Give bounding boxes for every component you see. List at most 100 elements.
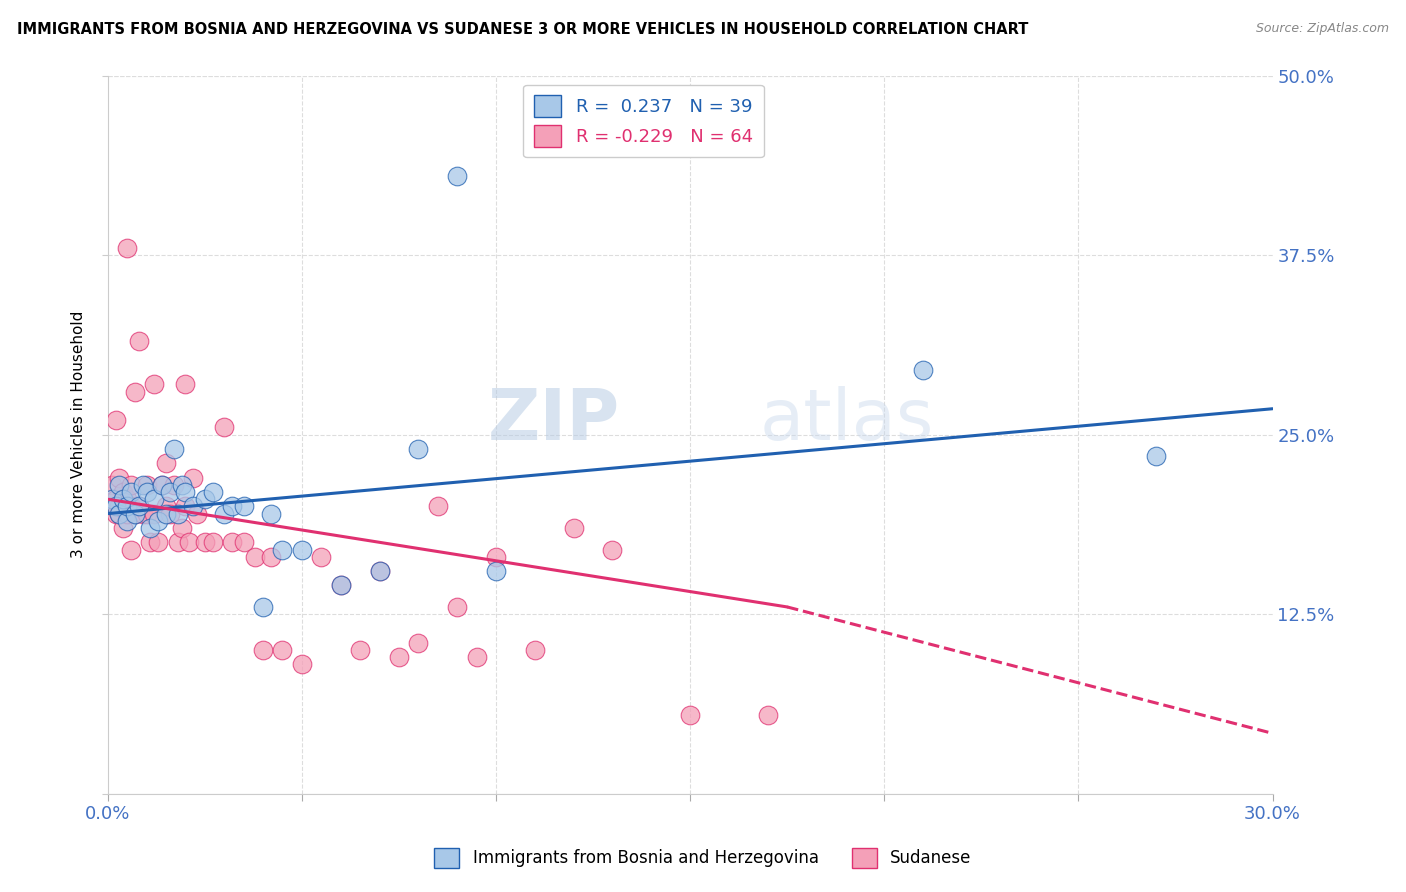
Point xyxy=(174,500,197,514)
Point xyxy=(602,542,624,557)
Point xyxy=(329,578,352,592)
Y-axis label: 3 or more Vehicles in Household: 3 or more Vehicles in Household xyxy=(72,311,86,558)
Point xyxy=(112,521,135,535)
Point xyxy=(124,384,146,399)
Point xyxy=(112,492,135,507)
Point xyxy=(128,500,150,514)
Point xyxy=(150,478,173,492)
Point xyxy=(194,535,217,549)
Point xyxy=(143,492,166,507)
Point xyxy=(124,507,146,521)
Point xyxy=(100,478,122,492)
Point xyxy=(179,535,201,549)
Point xyxy=(128,500,150,514)
Point xyxy=(100,492,122,507)
Point xyxy=(115,514,138,528)
Point xyxy=(349,643,371,657)
Point xyxy=(150,478,173,492)
Point xyxy=(912,363,935,377)
Point xyxy=(426,500,449,514)
Point xyxy=(408,442,430,456)
Point xyxy=(139,521,162,535)
Point xyxy=(115,241,138,255)
Point xyxy=(143,377,166,392)
Point xyxy=(446,169,468,183)
Point xyxy=(252,599,274,614)
Point xyxy=(291,542,314,557)
Point xyxy=(120,542,142,557)
Point xyxy=(446,599,468,614)
Point xyxy=(132,478,155,492)
Point xyxy=(562,521,585,535)
Point xyxy=(271,542,294,557)
Point xyxy=(170,521,193,535)
Point xyxy=(120,485,142,500)
Point xyxy=(124,507,146,521)
Point xyxy=(120,478,142,492)
Point xyxy=(155,507,177,521)
Point xyxy=(221,500,243,514)
Point xyxy=(163,442,186,456)
Point xyxy=(329,578,352,592)
Point xyxy=(112,485,135,500)
Point xyxy=(108,507,131,521)
Point xyxy=(201,535,224,549)
Point xyxy=(291,657,314,672)
Point xyxy=(174,377,197,392)
Point xyxy=(135,478,157,492)
Point xyxy=(166,507,188,521)
Point xyxy=(108,471,131,485)
Point xyxy=(232,535,254,549)
Point xyxy=(159,485,181,500)
Legend: Immigrants from Bosnia and Herzegovina, Sudanese: Immigrants from Bosnia and Herzegovina, … xyxy=(427,841,979,875)
Point xyxy=(166,535,188,549)
Point xyxy=(186,507,208,521)
Point xyxy=(143,507,166,521)
Point xyxy=(221,535,243,549)
Point xyxy=(155,456,177,470)
Point xyxy=(163,478,186,492)
Point xyxy=(148,514,170,528)
Point xyxy=(368,564,391,578)
Point xyxy=(181,500,204,514)
Point xyxy=(1144,449,1167,463)
Point xyxy=(260,507,283,521)
Point xyxy=(148,535,170,549)
Text: IMMIGRANTS FROM BOSNIA AND HERZEGOVINA VS SUDANESE 3 OR MORE VEHICLES IN HOUSEHO: IMMIGRANTS FROM BOSNIA AND HERZEGOVINA V… xyxy=(17,22,1028,37)
Text: ZIP: ZIP xyxy=(488,385,620,455)
Point xyxy=(108,500,131,514)
Point xyxy=(108,478,131,492)
Point xyxy=(232,500,254,514)
Point xyxy=(128,334,150,349)
Point xyxy=(679,707,702,722)
Point xyxy=(485,549,508,564)
Legend: R =  0.237   N = 39, R = -0.229   N = 64: R = 0.237 N = 39, R = -0.229 N = 64 xyxy=(523,85,763,158)
Point xyxy=(311,549,333,564)
Point xyxy=(408,636,430,650)
Point xyxy=(245,549,267,564)
Point xyxy=(170,478,193,492)
Point xyxy=(252,643,274,657)
Point xyxy=(201,485,224,500)
Point xyxy=(139,535,162,549)
Point xyxy=(104,500,127,514)
Point xyxy=(100,500,122,514)
Point xyxy=(756,707,779,722)
Text: Source: ZipAtlas.com: Source: ZipAtlas.com xyxy=(1256,22,1389,36)
Point xyxy=(260,549,283,564)
Point xyxy=(212,420,235,434)
Point xyxy=(523,643,546,657)
Point xyxy=(368,564,391,578)
Point xyxy=(159,507,181,521)
Point xyxy=(388,650,411,665)
Point xyxy=(181,471,204,485)
Point xyxy=(108,507,131,521)
Point xyxy=(132,507,155,521)
Point xyxy=(174,485,197,500)
Point xyxy=(115,492,138,507)
Point xyxy=(120,500,142,514)
Point xyxy=(271,643,294,657)
Point xyxy=(104,492,127,507)
Point xyxy=(104,507,127,521)
Point xyxy=(135,507,157,521)
